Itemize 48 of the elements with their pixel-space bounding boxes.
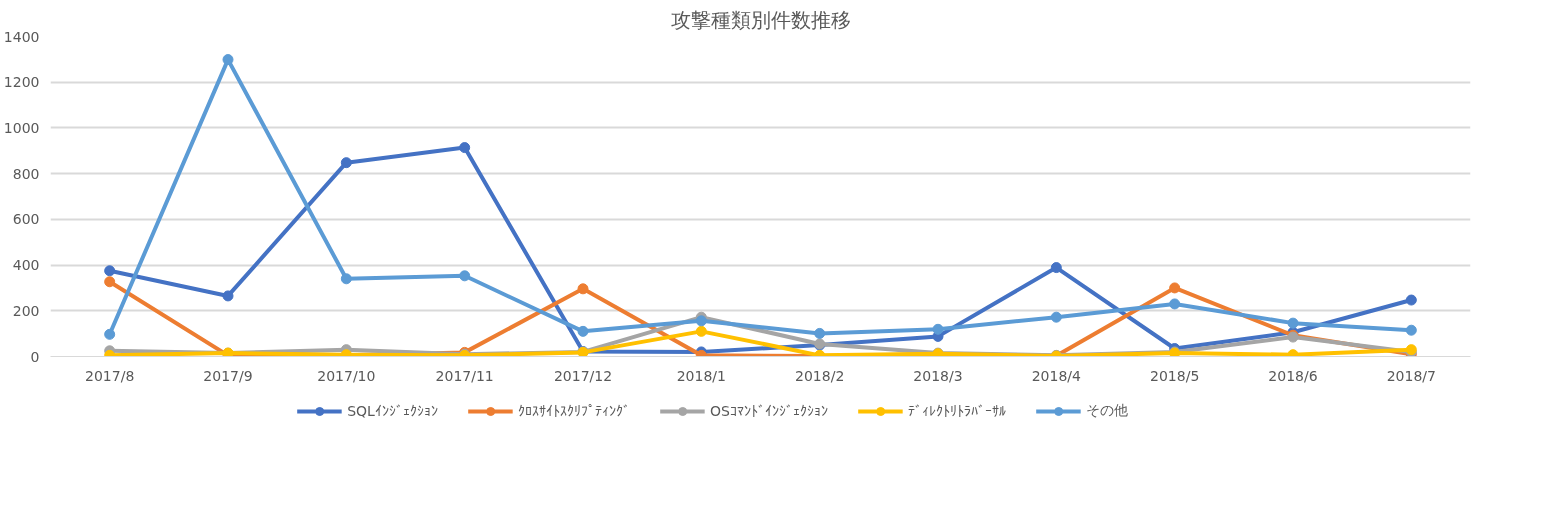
x-tick-label: 2017/10 [317, 367, 376, 384]
point [695, 315, 707, 327]
point [1405, 324, 1417, 336]
point [222, 290, 234, 302]
x-tick-label: 2018/7 [1386, 367, 1436, 384]
legend-label: ﾃﾞｨﾚｸﾄﾘﾄﾗﾊﾞｰｻﾙ [907, 403, 1006, 419]
x-tick-label: 2017/9 [203, 367, 253, 384]
point [340, 157, 352, 169]
x-tick-label: 2018/4 [1031, 367, 1082, 384]
point [104, 276, 116, 288]
legend-label: SQLｲﾝｼﾞｪｸｼｮﾝ [347, 403, 438, 419]
legend-label: OSｺﾏﾝﾄﾞｲﾝｼﾞｪｸｼｮﾝ [709, 403, 828, 419]
x-tick-label: 2017/12 [553, 367, 613, 384]
y-tick-label: 1200 [3, 74, 40, 91]
point [932, 323, 944, 335]
point [222, 54, 234, 66]
y-tick-label: 1400 [3, 28, 40, 45]
point [459, 270, 471, 282]
x-tick-label: 2018/1 [676, 367, 726, 384]
legend-label: ｸﾛｽｻｲﾄｽｸﾘﾌﾟﾃｨﾝｸﾞ [517, 403, 630, 419]
x-tick-label: 2018/2 [795, 367, 845, 384]
point [1050, 262, 1062, 274]
x-tick-label: 2017/8 [85, 367, 135, 384]
y-tick-label: 0 [30, 348, 40, 365]
point [340, 273, 352, 285]
y-tick-label: 1000 [3, 119, 40, 136]
point [695, 325, 707, 337]
point [1169, 282, 1181, 294]
chart-title: 攻撃種類別件数推移 [670, 7, 851, 32]
point [1405, 294, 1417, 306]
x-tick-label: 2018/5 [1150, 367, 1200, 384]
point [1050, 311, 1062, 323]
x-tick-label: 2018/3 [913, 367, 963, 384]
point [459, 142, 471, 154]
point [1169, 298, 1181, 310]
x-tick-label: 2018/6 [1268, 367, 1318, 384]
point [104, 265, 116, 277]
legend-label: その他 [1085, 402, 1128, 420]
y-tick-label: 400 [12, 257, 40, 274]
y-tick-label: 600 [12, 211, 40, 228]
y-tick-label: 200 [12, 302, 40, 319]
y-tick-label: 800 [12, 165, 40, 182]
point [104, 328, 116, 340]
point [814, 327, 826, 339]
point [577, 325, 589, 337]
x-tick-label: 2017/11 [435, 367, 494, 384]
point [577, 283, 589, 295]
point [1287, 317, 1299, 329]
